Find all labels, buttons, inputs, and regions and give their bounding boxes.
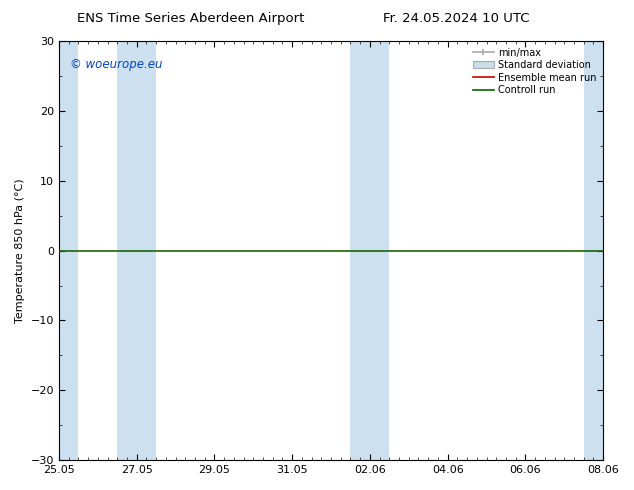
Text: © woeurope.eu: © woeurope.eu <box>70 58 162 71</box>
Bar <box>351 41 389 460</box>
Y-axis label: Temperature 850 hPa (°C): Temperature 850 hPa (°C) <box>15 178 25 323</box>
Bar <box>117 41 156 460</box>
Text: Fr. 24.05.2024 10 UTC: Fr. 24.05.2024 10 UTC <box>383 12 530 25</box>
Bar <box>584 41 623 460</box>
Text: ENS Time Series Aberdeen Airport: ENS Time Series Aberdeen Airport <box>77 12 304 25</box>
Bar <box>39 41 79 460</box>
Legend: min/max, Standard deviation, Ensemble mean run, Controll run: min/max, Standard deviation, Ensemble me… <box>470 46 598 97</box>
